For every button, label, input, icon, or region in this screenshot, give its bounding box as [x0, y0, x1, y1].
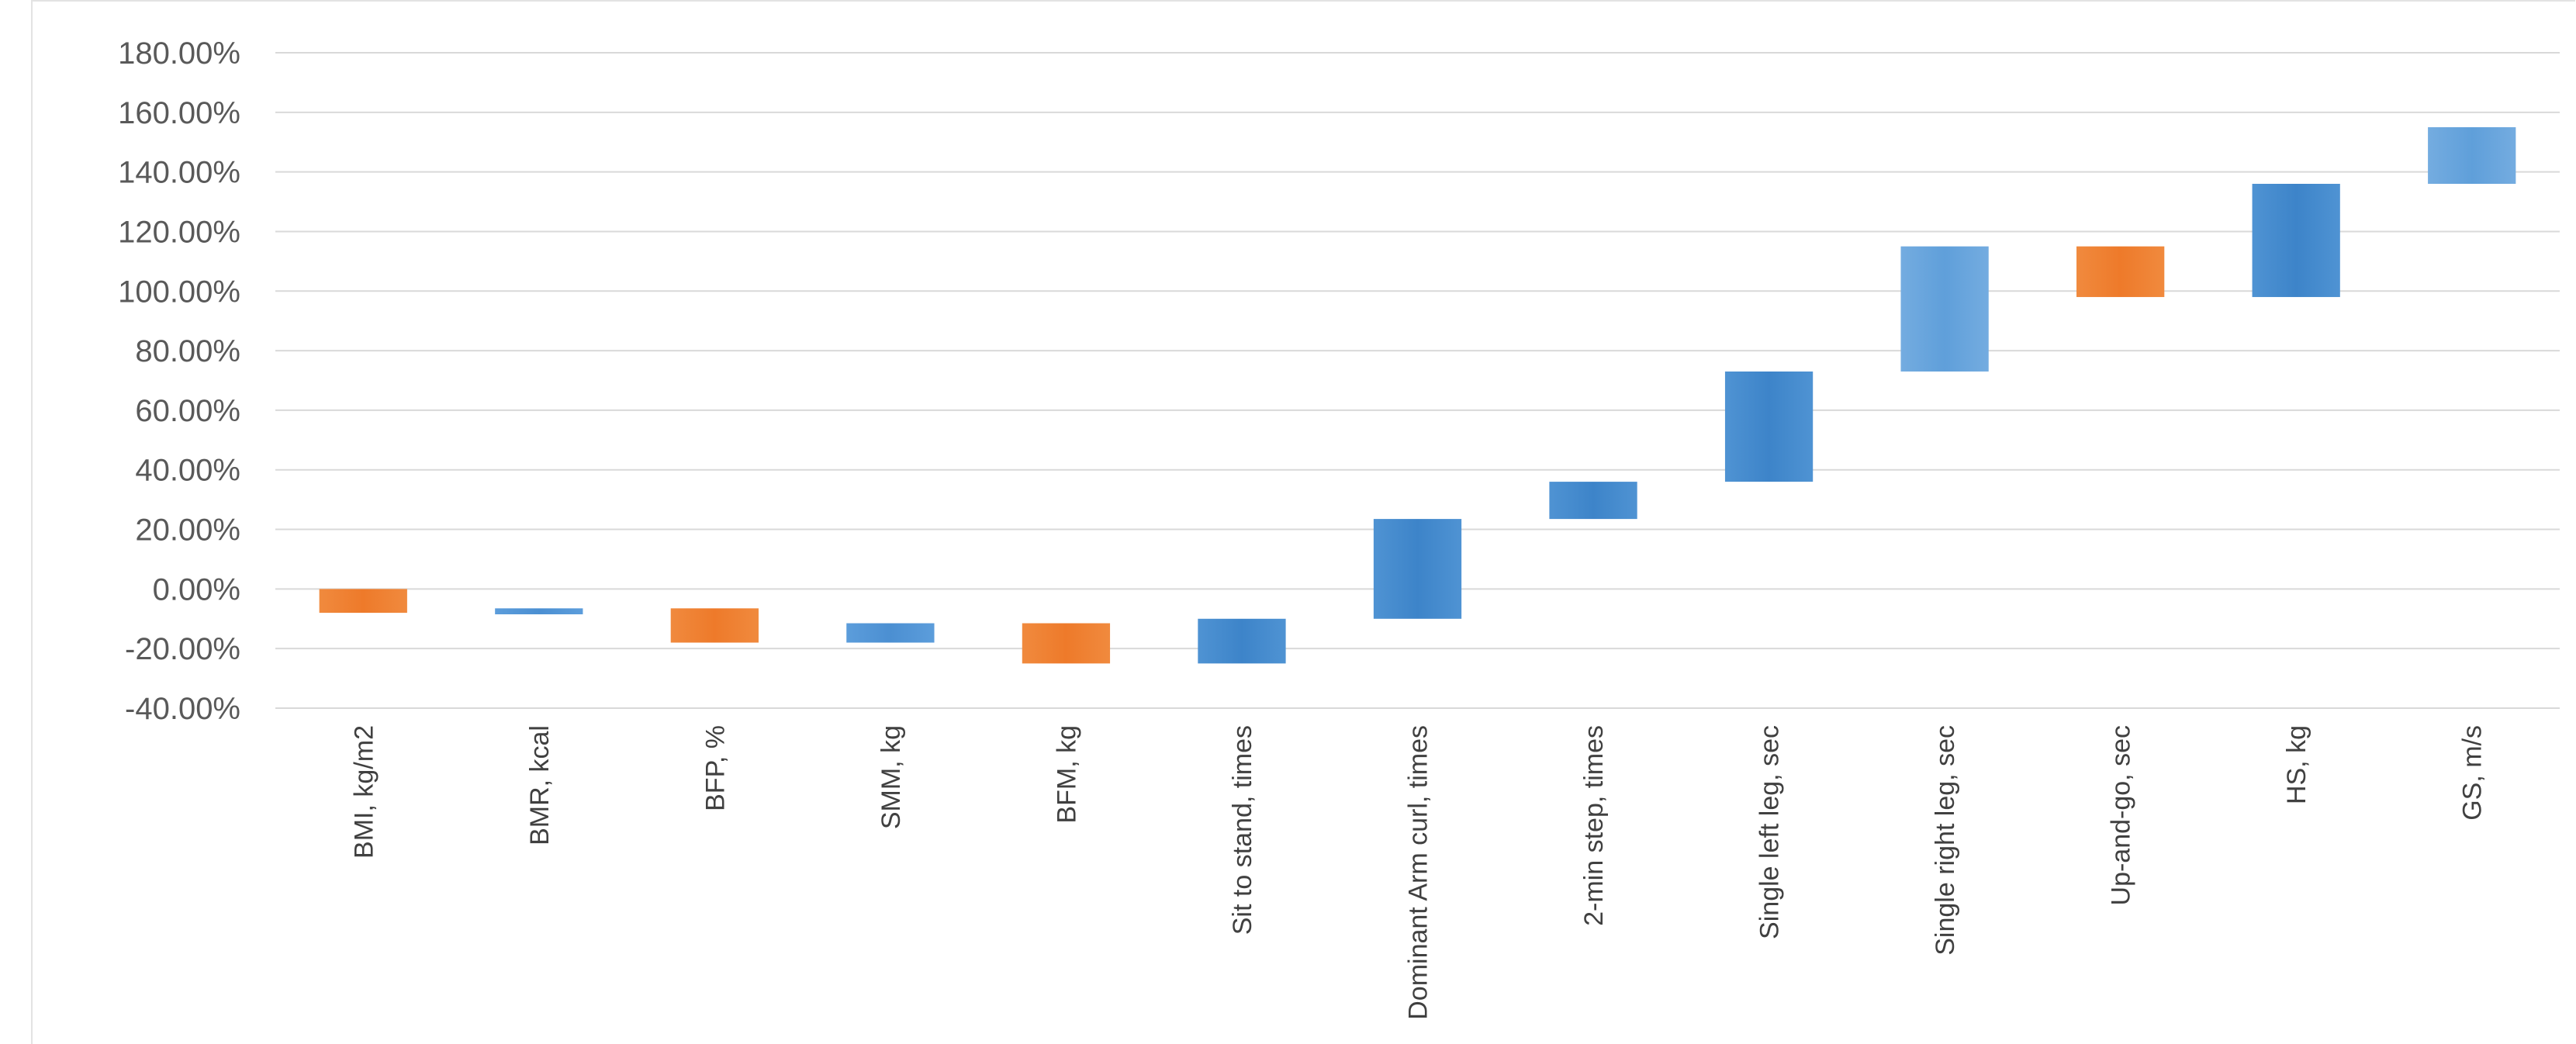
x-tick-label: Single left leg, sec	[1755, 725, 1785, 939]
bar	[1724, 371, 1814, 482]
x-axis-tick-labels: BMI, kg/m2 BMR, kcal BFP, % SMM, kg BFM, kg S…	[349, 725, 2487, 1020]
y-tick-label: 80.00%	[135, 334, 240, 368]
bar	[846, 623, 935, 643]
y-tick-label: 180.00%	[118, 36, 240, 71]
y-tick-label: -20.00%	[125, 632, 240, 666]
bar	[319, 589, 407, 614]
y-tick-label: 60.00%	[135, 394, 240, 428]
x-tick-label: Up-and-go, sec	[2107, 725, 2136, 905]
bar	[495, 608, 583, 615]
bar	[1900, 246, 1989, 372]
x-tick-label: BMI, kg/m2	[349, 725, 379, 859]
x-tick-label: BFP, %	[700, 725, 730, 811]
bar	[1549, 482, 1637, 520]
y-tick-label: 160.00%	[118, 96, 240, 130]
bar	[670, 608, 759, 643]
y-tick-label: 140.00%	[118, 156, 240, 190]
x-tick-label: GS, m/s	[2458, 725, 2488, 821]
bar	[1373, 519, 1462, 619]
x-tick-label: SMM, kg	[877, 725, 906, 829]
x-tick-label: BFM, kg	[1052, 725, 1081, 824]
y-tick-label: 20.00%	[135, 513, 240, 548]
bars	[319, 127, 2516, 664]
bar	[1022, 623, 1111, 664]
y-tick-label: 100.00%	[118, 275, 240, 309]
y-tick-label: -40.00%	[125, 692, 240, 726]
x-tick-label: Sit to stand, times	[1228, 725, 1257, 935]
chart-frame	[31, 0, 2575, 1044]
bar	[2076, 246, 2165, 297]
y-tick-label: 40.00%	[135, 454, 240, 488]
x-tick-label: HS, kg	[2282, 725, 2311, 804]
x-tick-label: Dominant Arm curl, times	[1404, 725, 1433, 1020]
y-tick-label: 120.00%	[118, 215, 240, 249]
bar	[2428, 127, 2516, 184]
x-tick-label: BMR, kcal	[525, 725, 555, 845]
y-tick-label: 0.00%	[153, 572, 240, 607]
y-axis-tick-labels: 180.00% 160.00% 140.00% 120.00% 100.00% 80.00…	[118, 36, 240, 726]
x-tick-label: Single right leg, sec	[1931, 725, 1960, 956]
x-tick-label: 2-min step, times	[1579, 725, 1609, 926]
bar	[2252, 184, 2340, 297]
bar	[1198, 618, 1286, 664]
